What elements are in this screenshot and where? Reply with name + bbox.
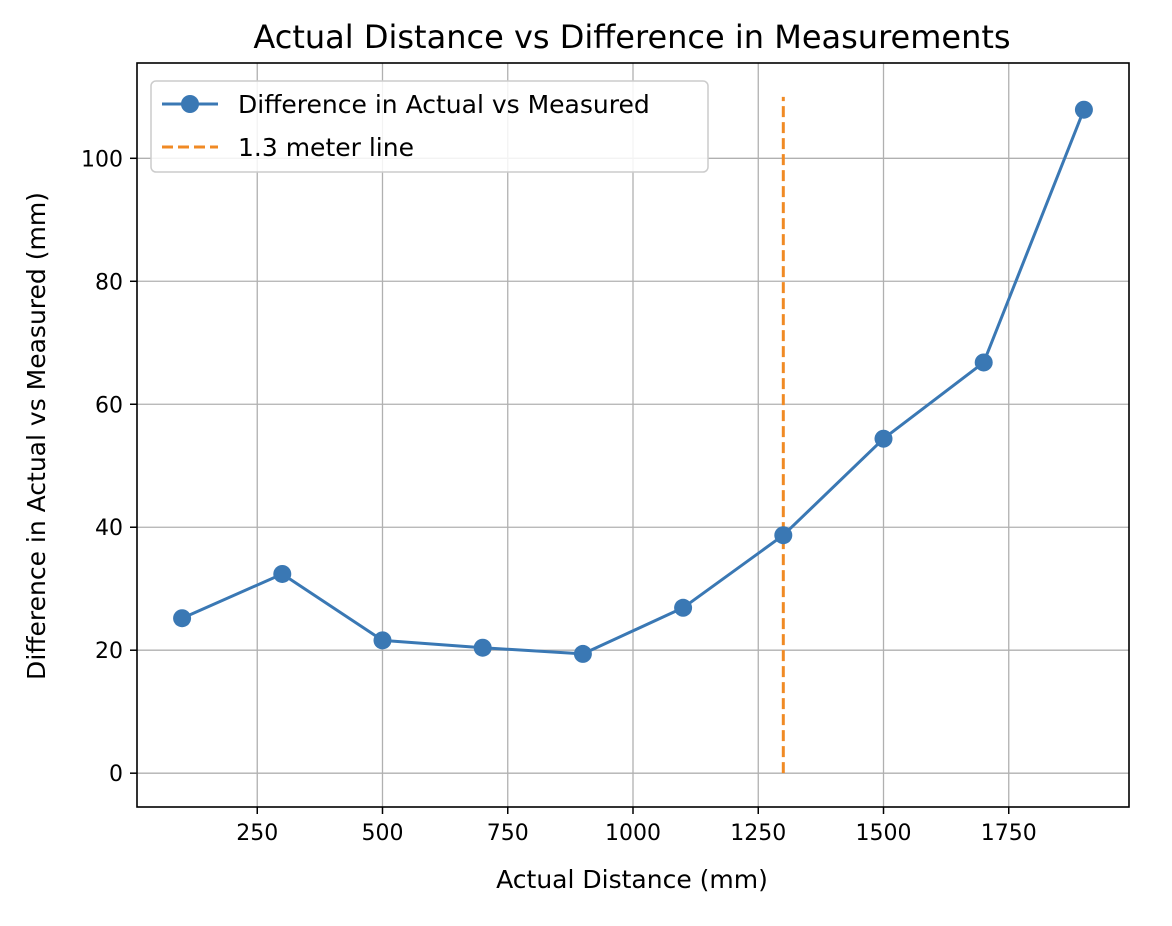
chart-title: Actual Distance vs Difference in Measure…	[253, 18, 1010, 56]
legend-series-label: Difference in Actual vs Measured	[238, 90, 650, 119]
x-tick-label: 1750	[981, 821, 1037, 846]
data-point-marker	[774, 526, 793, 545]
data-point-marker	[373, 631, 392, 650]
legend: Difference in Actual vs Measured 1.3 met…	[150, 80, 709, 173]
data-point-marker	[974, 353, 993, 372]
axis-ticks: 250 500 750 1000 1250 1500 1750 0 20 40 60 80 100	[81, 147, 1037, 846]
x-tick-label: 250	[236, 821, 278, 846]
y-tick-label: 40	[95, 516, 123, 541]
data-point-marker	[273, 564, 292, 583]
y-tick-label: 100	[81, 147, 123, 172]
x-tick-label: 1250	[730, 821, 786, 846]
grid	[137, 63, 1129, 807]
x-tick-label: 1000	[605, 821, 661, 846]
y-tick-label: 0	[109, 762, 123, 787]
x-tick-label: 1500	[856, 821, 912, 846]
y-tick-label: 20	[95, 639, 123, 664]
legend-box	[150, 80, 709, 173]
data-point-marker	[473, 638, 492, 657]
x-axis-label: Actual Distance (mm)	[496, 865, 768, 894]
data-point-marker	[874, 429, 893, 448]
plot-series	[173, 96, 1093, 774]
legend-series-marker-swatch	[181, 95, 199, 113]
data-point-marker	[1074, 100, 1093, 119]
x-tick-label: 750	[487, 821, 529, 846]
series-line-difference	[181, 109, 1086, 656]
y-tick-label: 80	[95, 270, 123, 295]
legend-reference-label: 1.3 meter line	[238, 133, 414, 162]
x-tick-label: 500	[361, 821, 403, 846]
y-tick-label: 60	[95, 393, 123, 418]
data-point-marker	[674, 598, 693, 617]
data-point-marker	[173, 609, 192, 628]
y-axis-label: Difference in Actual vs Measured (mm)	[22, 192, 51, 680]
data-point-marker	[573, 644, 592, 663]
